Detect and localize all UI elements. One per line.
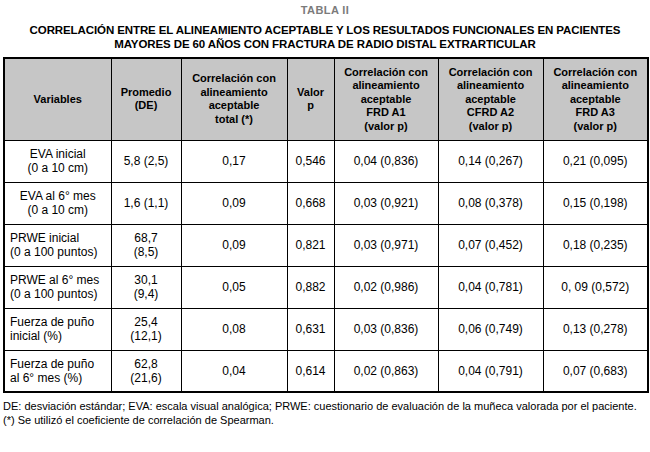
cell-corr-total: 0,09 — [181, 182, 287, 224]
cell-corr-cfrd-a2: 0,08 (0,378) — [438, 182, 543, 224]
cell-corr-frd-a1: 0,03 (0,921) — [334, 182, 438, 224]
cell-variable: EVA inicial (0 a 10 cm) — [4, 140, 111, 182]
cell-corr-frd-a1: 0,04 (0,836) — [334, 140, 438, 182]
table-caption: TABLA II CORRELACIÓN ENTRE EL ALINEAMIEN… — [0, 0, 650, 51]
table-row: EVA al 6° mes (0 a 10 cm) 1,6 (1,1) 0,09… — [4, 182, 648, 224]
table-footnotes: DE: desviación estándar; EVA: escala vis… — [3, 400, 647, 427]
cell-promedio: 5,8 (2,5) — [111, 140, 181, 182]
cell-corr-frd-a1: 0,02 (0,986) — [334, 266, 438, 308]
cell-valor-p: 0,882 — [287, 266, 334, 308]
cell-variable: PRWE inicial (0 a 100 puntos) — [4, 224, 111, 266]
col-header-promedio: Promedio (DE) — [111, 58, 181, 140]
col-header-variables: Variables — [4, 58, 111, 140]
cell-valor-p: 0,631 — [287, 308, 334, 350]
cell-corr-frd-a3: 0,18 (0,235) — [543, 224, 648, 266]
table-row: EVA inicial (0 a 10 cm) 5,8 (2,5) 0,17 0… — [4, 140, 648, 182]
col-header-corr-cfrd-a2: Correlación con alineamiento aceptable C… — [438, 58, 543, 140]
table-title-line-2: MAYORES DE 60 AÑOS CON FRACTURA DE RADIO… — [0, 37, 650, 51]
cell-promedio: 62,8 (21,6) — [111, 350, 181, 392]
cell-corr-frd-a1: 0,02 (0,863) — [334, 350, 438, 392]
cell-variable: Fuerza de puño inicial (%) — [4, 308, 111, 350]
cell-promedio: 1,6 (1,1) — [111, 182, 181, 224]
table-row: Fuerza de puño inicial (%) 25,4 (12,1) 0… — [4, 308, 648, 350]
cell-corr-cfrd-a2: 0,04 (0,791) — [438, 350, 543, 392]
cell-corr-frd-a3: 0,07 (0,683) — [543, 350, 648, 392]
cell-variable: Fuerza de puño al 6° mes (%) — [4, 350, 111, 392]
cell-corr-total: 0,08 — [181, 308, 287, 350]
table-row: Fuerza de puño al 6° mes (%) 62,8 (21,6)… — [4, 350, 648, 392]
cell-promedio: 25,4 (12,1) — [111, 308, 181, 350]
correlation-table: Variables Promedio (DE) Correlación con … — [3, 57, 649, 393]
header-row: Variables Promedio (DE) Correlación con … — [4, 58, 648, 140]
col-header-corr-frd-a3: Correlación con alineamiento aceptable F… — [543, 58, 648, 140]
cell-corr-cfrd-a2: 0,04 (0,781) — [438, 266, 543, 308]
cell-promedio: 30,1 (9,4) — [111, 266, 181, 308]
cell-variable: EVA al 6° mes (0 a 10 cm) — [4, 182, 111, 224]
col-header-corr-frd-a1: Correlación con alineamiento aceptable F… — [334, 58, 438, 140]
cell-corr-frd-a3: 0,15 (0,198) — [543, 182, 648, 224]
cell-corr-total: 0,05 — [181, 266, 287, 308]
table-row: PRWE al 6° mes (0 a 100 puntos) 30,1 (9,… — [4, 266, 648, 308]
cell-variable: PRWE al 6° mes (0 a 100 puntos) — [4, 266, 111, 308]
cell-corr-cfrd-a2: 0,14 (0,267) — [438, 140, 543, 182]
cell-valor-p: 0,668 — [287, 182, 334, 224]
table-number-label: TABLA II — [0, 4, 650, 16]
cell-corr-frd-a1: 0,03 (0,971) — [334, 224, 438, 266]
cell-corr-frd-a3: 0,13 (0,278) — [543, 308, 648, 350]
cell-valor-p: 0,614 — [287, 350, 334, 392]
cell-promedio: 68,7 (8,5) — [111, 224, 181, 266]
col-header-valor-p: Valor p — [287, 58, 334, 140]
table-row: PRWE inicial (0 a 100 puntos) 68,7 (8,5)… — [4, 224, 648, 266]
cell-corr-frd-a1: 0,03 (0,836) — [334, 308, 438, 350]
table-title-line-1: CORRELACIÓN ENTRE EL ALINEAMIENTO ACEPTA… — [0, 23, 650, 37]
cell-corr-total: 0,17 — [181, 140, 287, 182]
cell-valor-p: 0,821 — [287, 224, 334, 266]
footnote-abbreviations: DE: desviación estándar; EVA: escala vis… — [3, 400, 647, 414]
cell-corr-cfrd-a2: 0,06 (0,749) — [438, 308, 543, 350]
cell-corr-total: 0,09 — [181, 224, 287, 266]
document-page: TABLA II CORRELACIÓN ENTRE EL ALINEAMIEN… — [0, 0, 650, 427]
cell-corr-cfrd-a2: 0,07 (0,452) — [438, 224, 543, 266]
footnote-spearman: (*) Se utilizó el coeficiente de correla… — [3, 414, 647, 428]
cell-valor-p: 0,546 — [287, 140, 334, 182]
cell-corr-total: 0,04 — [181, 350, 287, 392]
cell-corr-frd-a3: 0, 09 (0,572) — [543, 266, 648, 308]
cell-corr-frd-a3: 0,21 (0,095) — [543, 140, 648, 182]
col-header-corr-total: Correlación con alineamiento aceptable t… — [181, 58, 287, 140]
